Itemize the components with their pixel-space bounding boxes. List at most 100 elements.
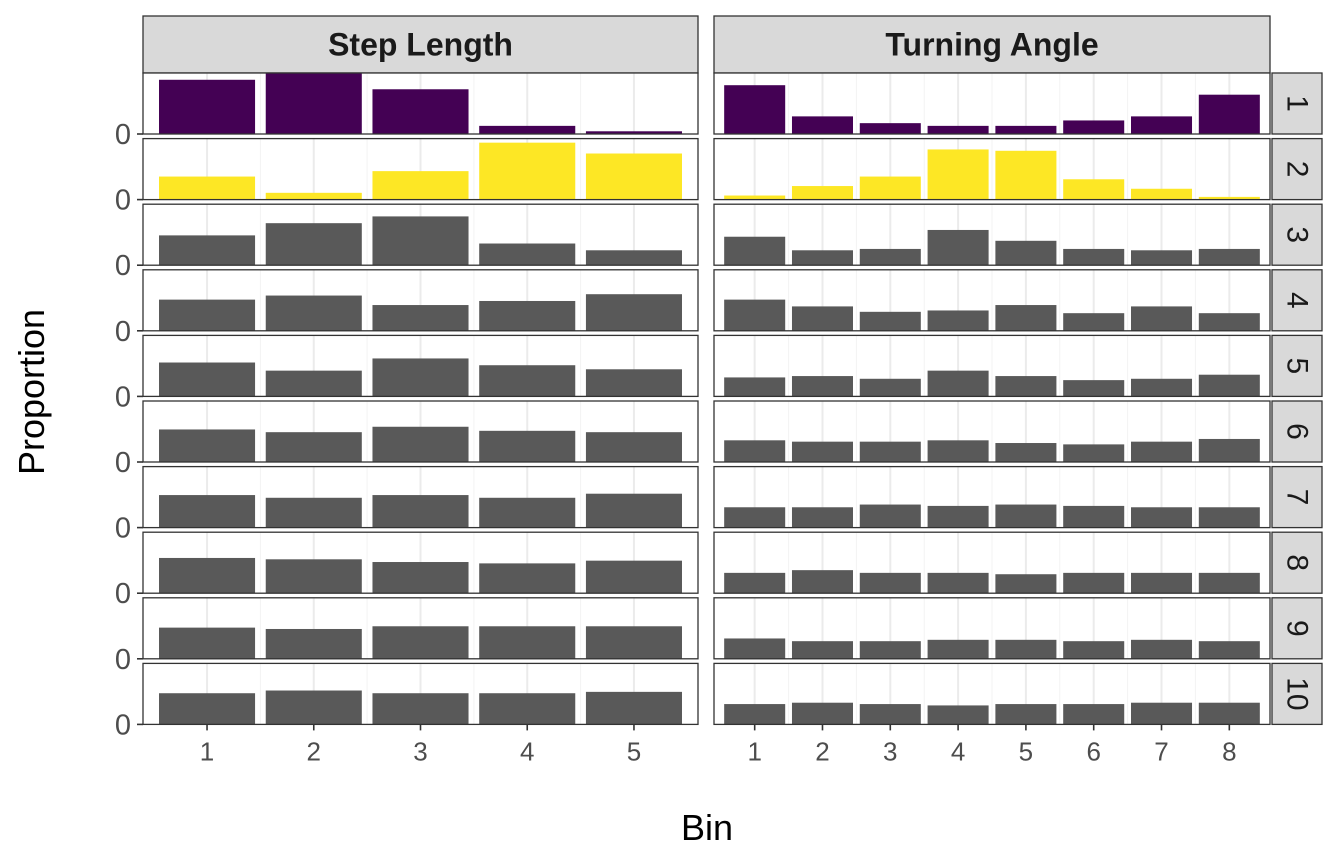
bar-turning-angle-row7-bin5 <box>995 504 1057 528</box>
bar-turning-angle-row10-bin8 <box>1198 702 1260 725</box>
bar-turning-angle-row8-bin4 <box>927 572 989 594</box>
bar-step-length-row5-bin4 <box>479 365 576 397</box>
bar-turning-angle-row5-bin5 <box>995 376 1057 397</box>
panel-border-step-length-9 <box>142 597 699 660</box>
bar-turning-angle-row2-bin5 <box>995 150 1057 200</box>
bar-turning-angle-row10-bin3 <box>859 704 921 725</box>
bar-turning-angle-row7-bin7 <box>1131 507 1193 528</box>
bar-step-length-row6-bin5 <box>585 432 682 462</box>
bar-step-length-row4-bin2 <box>265 295 362 331</box>
row-strip-5 <box>1271 334 1323 398</box>
bar-turning-angle-row6-bin6 <box>1063 444 1125 462</box>
bar-turning-angle-row7-bin4 <box>927 505 989 528</box>
row-strip-label-9: 9 <box>1281 620 1314 637</box>
strip-turning-angle <box>713 15 1271 74</box>
bar-turning-angle-row2-bin8 <box>1198 196 1260 200</box>
bar-step-length-row6-bin3 <box>372 426 469 462</box>
bar-turning-angle-row1-bin5 <box>995 125 1057 134</box>
bar-turning-angle-row8-bin7 <box>1131 572 1193 594</box>
bar-turning-angle-row5-bin8 <box>1198 374 1260 397</box>
row-strip-label-4: 4 <box>1281 292 1314 309</box>
row-strip-6 <box>1271 400 1323 463</box>
bar-turning-angle-row3-bin6 <box>1063 248 1125 266</box>
bar-turning-angle-row3-bin4 <box>927 229 989 266</box>
y-tick-label: 0 <box>115 709 131 741</box>
bar-turning-angle-row1-bin2 <box>791 116 853 134</box>
y-tick-label: 0 <box>115 316 131 348</box>
bar-turning-angle-row3-bin8 <box>1198 248 1260 266</box>
bar-step-length-row8-bin3 <box>372 562 469 594</box>
bar-step-length-row1-bin5 <box>585 131 682 134</box>
bar-step-length-row6-bin4 <box>479 430 576 462</box>
row-strip-label-1: 1 <box>1281 95 1314 112</box>
bar-step-length-row8-bin4 <box>479 563 576 594</box>
bar-turning-angle-row9-bin3 <box>859 641 921 659</box>
row-strip-label-3: 3 <box>1281 226 1314 243</box>
bar-step-length-row2-bin3 <box>372 171 469 200</box>
y-tick-label: 0 <box>115 119 131 151</box>
row-strip-label-7: 7 <box>1281 489 1314 506</box>
bar-turning-angle-row6-bin2 <box>791 441 853 462</box>
bar-step-length-row9-bin3 <box>372 626 469 659</box>
bar-turning-angle-row8-bin5 <box>995 574 1057 594</box>
bar-turning-angle-row2-bin3 <box>859 176 921 200</box>
row-strip-7 <box>1271 465 1323 529</box>
y-tick-label: 0 <box>115 447 131 479</box>
bar-step-length-row5-bin3 <box>372 358 469 397</box>
bar-turning-angle-row10-bin4 <box>927 705 989 725</box>
bar-turning-angle-row2-bin4 <box>927 149 989 200</box>
bar-step-length-row3-bin1 <box>159 235 256 266</box>
bar-turning-angle-row3-bin1 <box>724 236 786 266</box>
bar-step-length-row10-bin4 <box>479 693 576 725</box>
bar-turning-angle-row10-bin2 <box>791 702 853 725</box>
bar-turning-angle-row9-bin4 <box>927 639 989 659</box>
bar-turning-angle-row8-bin1 <box>724 572 786 594</box>
panel-border-step-length-3 <box>142 203 699 266</box>
bar-turning-angle-row4-bin5 <box>995 305 1057 331</box>
panel-border-turning-angle-5 <box>713 334 1271 398</box>
x-tick-label-turning-angle-4: 4 <box>951 736 965 766</box>
strip-step-length <box>142 15 699 74</box>
bar-step-length-row8-bin2 <box>265 559 362 594</box>
x-tick-label-turning-angle-6: 6 <box>1086 736 1100 766</box>
x-axis-title: Bin <box>681 807 733 848</box>
y-tick-label: 0 <box>115 578 131 610</box>
bar-step-length-row7-bin2 <box>265 497 362 528</box>
bar-turning-angle-row7-bin3 <box>859 504 921 528</box>
row-strip-4 <box>1271 269 1323 332</box>
bar-step-length-row7-bin5 <box>585 493 682 528</box>
bar-turning-angle-row1-bin3 <box>859 123 921 134</box>
bar-turning-angle-row7-bin6 <box>1063 505 1125 528</box>
bar-turning-angle-row4-bin6 <box>1063 313 1125 331</box>
panel-border-turning-angle-1 <box>713 72 1271 135</box>
bar-turning-angle-row1-bin6 <box>1063 120 1125 134</box>
bar-step-length-row9-bin5 <box>585 626 682 659</box>
panel-border-turning-angle-6 <box>713 400 1271 463</box>
bar-step-length-row1-bin4 <box>479 125 576 134</box>
bar-turning-angle-row3-bin7 <box>1131 250 1193 266</box>
bar-turning-angle-row9-bin1 <box>724 638 786 659</box>
panel-border-turning-angle-7 <box>713 465 1271 529</box>
x-tick-label-step-length-3: 3 <box>413 736 427 766</box>
row-strip-2 <box>1271 137 1323 201</box>
row-strip-label-6: 6 <box>1281 423 1314 440</box>
bar-turning-angle-row10-bin7 <box>1131 702 1193 725</box>
panel-border-turning-angle-2 <box>713 137 1271 201</box>
panel-border-turning-angle-3 <box>713 203 1271 266</box>
bar-turning-angle-row4-bin8 <box>1198 313 1260 331</box>
bar-step-length-row7-bin3 <box>372 495 469 528</box>
bar-turning-angle-row9-bin7 <box>1131 639 1193 659</box>
panel-border-step-length-5 <box>142 334 699 398</box>
y-tick-label: 0 <box>115 185 131 217</box>
bar-turning-angle-row2-bin6 <box>1063 179 1125 200</box>
bar-turning-angle-row8-bin6 <box>1063 572 1125 594</box>
bar-turning-angle-row9-bin8 <box>1198 641 1260 659</box>
bar-turning-angle-row7-bin8 <box>1198 507 1260 528</box>
bar-step-length-row9-bin2 <box>265 628 362 659</box>
bar-turning-angle-row5-bin6 <box>1063 380 1125 397</box>
bar-turning-angle-row9-bin2 <box>791 641 853 659</box>
bar-turning-angle-row8-bin2 <box>791 570 853 594</box>
bar-turning-angle-row9-bin6 <box>1063 641 1125 659</box>
y-tick-label: 0 <box>115 381 131 413</box>
bar-turning-angle-row5-bin7 <box>1131 378 1193 397</box>
